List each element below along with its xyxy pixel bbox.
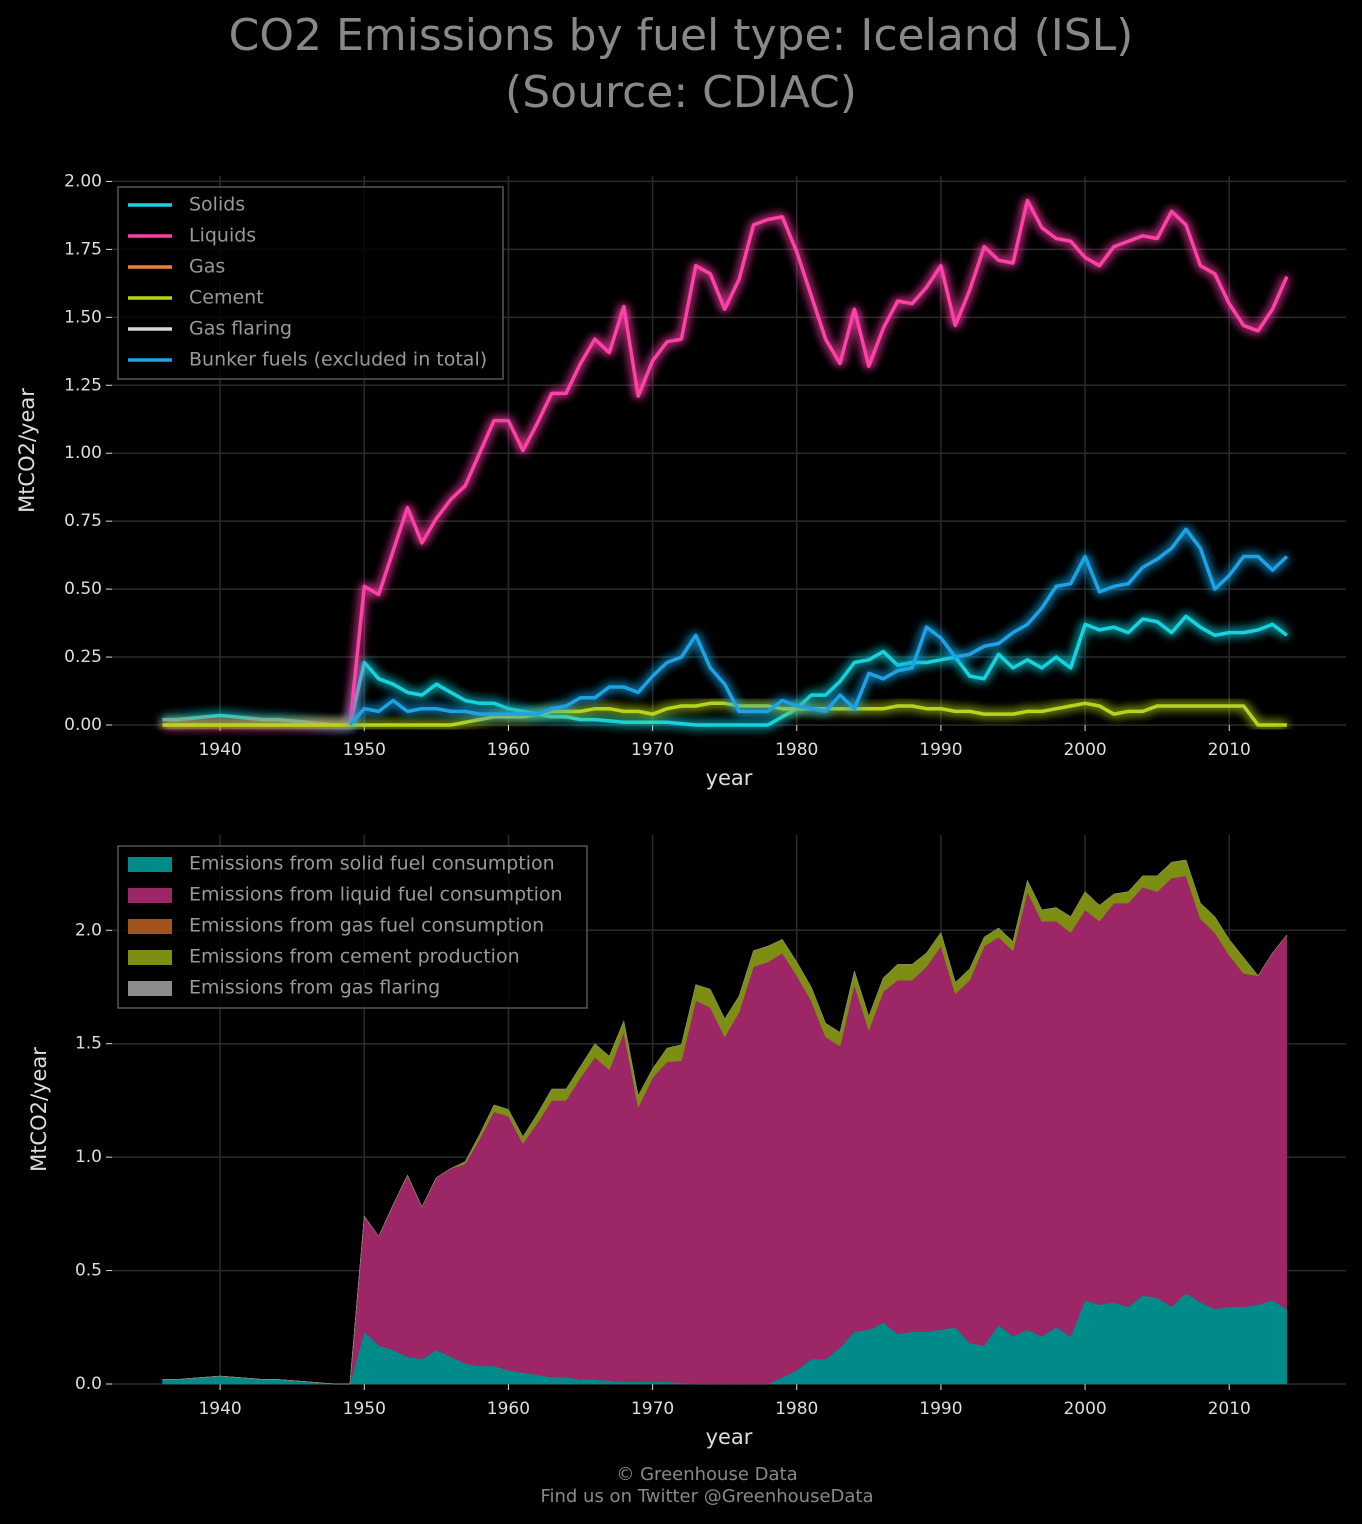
x-tick-label: 1990: [919, 740, 962, 760]
legend-swatch: [128, 857, 172, 872]
legend-label: Gas: [189, 256, 225, 278]
y-tick-label: 0.75: [64, 511, 102, 531]
series-line: [348, 527, 1289, 727]
legend-label: Emissions from liquid fuel consumption: [189, 884, 563, 906]
y-tick-label: 2.00: [64, 171, 102, 191]
y-tick-label: 0.0: [75, 1374, 102, 1394]
legend-swatch: [128, 888, 172, 903]
y-tick-label: 1.0: [75, 1147, 102, 1167]
y-tick-label: 1.00: [64, 443, 102, 463]
legend-label: Bunker fuels (excluded in total): [189, 349, 487, 371]
x-tick-label: 2000: [1063, 1399, 1106, 1419]
legend-label: Gas flaring: [189, 318, 292, 340]
legend-label: Solids: [189, 194, 245, 216]
x-tick-label: 1990: [919, 1399, 962, 1419]
x-tick-label: 2010: [1208, 1399, 1251, 1419]
x-tick-label: 2000: [1063, 740, 1106, 760]
x-tick-label: 1960: [487, 1399, 530, 1419]
y-tick-label: 2.0: [75, 920, 102, 940]
y-tick-label: 1.5: [75, 1034, 102, 1054]
legend-label: Liquids: [189, 225, 256, 247]
y-tick-label: 1.75: [64, 239, 102, 259]
x-tick-label: 1960: [487, 740, 530, 760]
x-tick-label: 1950: [343, 740, 386, 760]
y-tick-label: 1.50: [64, 307, 102, 327]
x-axis-label: year: [706, 766, 753, 790]
series-line: [162, 614, 1288, 727]
title: (Source: CDIAC): [505, 67, 857, 118]
footer: © Greenhouse Data: [616, 1464, 797, 1485]
footer: Find us on Twitter @GreenhouseData: [540, 1486, 873, 1507]
legend-swatch: [128, 919, 172, 934]
legend-label: Emissions from cement production: [189, 946, 520, 968]
y-tick-label: 0.5: [75, 1261, 102, 1281]
x-tick-label: 1980: [775, 740, 818, 760]
legend-box: [117, 845, 588, 1009]
title: CO2 Emissions by fuel type: Iceland (ISL…: [229, 10, 1134, 61]
legend-label: Emissions from gas fuel consumption: [189, 915, 544, 937]
x-tick-label: 1980: [775, 1399, 818, 1419]
y-tick-label: 0.00: [64, 715, 102, 735]
y-axis-label: MtCO2/year: [15, 388, 39, 513]
area: [162, 859, 1288, 1385]
legend-label: Emissions from solid fuel consumption: [189, 853, 555, 875]
y-tick-label: 0.50: [64, 579, 102, 599]
y-axis-label: MtCO2/year: [27, 1047, 51, 1172]
legend-label: Cement: [189, 287, 264, 309]
y-tick-label: 0.25: [64, 647, 102, 667]
x-tick-label: 1940: [198, 740, 241, 760]
x-tick-label: 2010: [1208, 740, 1251, 760]
series-line: [162, 701, 1287, 727]
legend-swatch: [128, 981, 172, 996]
y-tick-label: 1.25: [64, 375, 102, 395]
legend-swatch: [128, 950, 172, 965]
x-tick-label: 1940: [198, 1399, 241, 1419]
legend-box: [117, 186, 504, 380]
x-tick-label: 1970: [631, 740, 674, 760]
x-tick-label: 1970: [631, 1399, 674, 1419]
x-tick-label: 1950: [343, 1399, 386, 1419]
legend-label: Emissions from gas flaring: [189, 977, 440, 999]
x-axis-label: year: [706, 1425, 753, 1449]
